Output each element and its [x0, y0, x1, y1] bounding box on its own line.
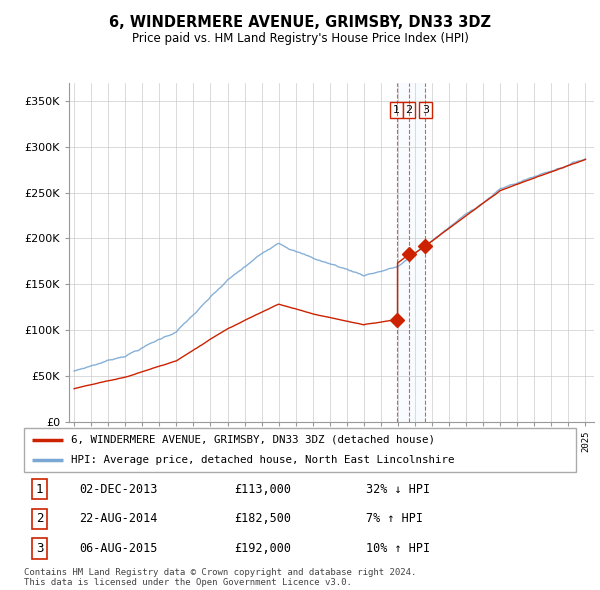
Text: 1: 1: [393, 105, 400, 115]
Text: 6, WINDERMERE AVENUE, GRIMSBY, DN33 3DZ (detached house): 6, WINDERMERE AVENUE, GRIMSBY, DN33 3DZ …: [71, 435, 435, 445]
Text: 3: 3: [36, 542, 43, 555]
Text: 02-DEC-2013: 02-DEC-2013: [79, 483, 158, 496]
Text: £113,000: £113,000: [234, 483, 291, 496]
Text: 32% ↓ HPI: 32% ↓ HPI: [366, 483, 430, 496]
Text: 2: 2: [36, 513, 43, 526]
Text: 6, WINDERMERE AVENUE, GRIMSBY, DN33 3DZ: 6, WINDERMERE AVENUE, GRIMSBY, DN33 3DZ: [109, 15, 491, 30]
Text: Contains HM Land Registry data © Crown copyright and database right 2024.
This d: Contains HM Land Registry data © Crown c…: [24, 568, 416, 587]
Text: 1: 1: [36, 483, 43, 496]
Bar: [397, 83, 425, 422]
FancyBboxPatch shape: [24, 428, 576, 472]
Text: 22-AUG-2014: 22-AUG-2014: [79, 513, 158, 526]
Text: HPI: Average price, detached house, North East Lincolnshire: HPI: Average price, detached house, Nort…: [71, 455, 454, 465]
Text: Price paid vs. HM Land Registry's House Price Index (HPI): Price paid vs. HM Land Registry's House …: [131, 32, 469, 45]
Text: 06-AUG-2015: 06-AUG-2015: [79, 542, 158, 555]
Text: 3: 3: [422, 105, 429, 115]
Text: 7% ↑ HPI: 7% ↑ HPI: [366, 513, 423, 526]
Text: 10% ↑ HPI: 10% ↑ HPI: [366, 542, 430, 555]
Text: £182,500: £182,500: [234, 513, 291, 526]
Text: 2: 2: [406, 105, 412, 115]
Text: £192,000: £192,000: [234, 542, 291, 555]
